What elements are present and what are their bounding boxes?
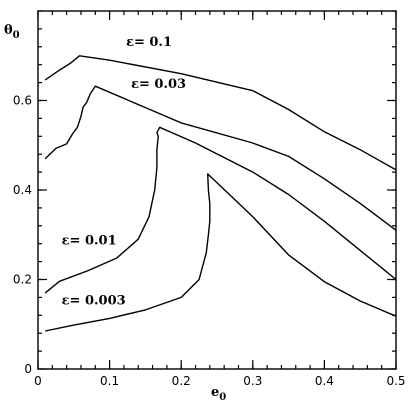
y-tick-label: 0.2: [13, 273, 32, 287]
series-curve-3: [44, 126, 397, 294]
x-tick-label: 0.1: [100, 374, 119, 388]
series-label-2: ε= 0.03: [131, 77, 186, 92]
x-tick-labels: 0 0.1 0.2 0.3 0.4 0.5: [34, 374, 405, 388]
y-tick-label: 0.4: [13, 183, 32, 197]
y-tick-label: 0: [24, 362, 32, 376]
series-labels: ε= 0.1 ε= 0.03 ε= 0.01 ε= 0.003: [62, 35, 186, 309]
x-tick-label: 0: [34, 374, 42, 388]
y-axis-label-subscript: 0: [13, 30, 20, 41]
series-label-1: ε= 0.1: [126, 35, 172, 50]
series-label-3: ε= 0.01: [62, 234, 117, 249]
x-tick-label: 0.4: [315, 374, 334, 388]
series-curves: [44, 55, 397, 332]
axis-ticks: [37, 10, 397, 370]
x-tick-label: 0.2: [172, 374, 191, 388]
x-tick-label: 0.5: [386, 374, 405, 388]
x-axis-label: e0: [211, 385, 226, 403]
series-curve-1: [44, 55, 397, 171]
x-axis-label-subscript: 0: [219, 392, 226, 403]
y-tick-label: 0.6: [13, 94, 32, 108]
y-axis-label: θ0: [4, 23, 20, 41]
y-tick-labels: 0 0.2 0.4 0.6: [13, 94, 32, 377]
series-curve-2: [44, 85, 397, 231]
series-label-4: ε= 0.003: [62, 294, 126, 309]
series-curve-4: [45, 173, 397, 332]
x-tick-label: 0.3: [243, 374, 262, 388]
plot-frame: [37, 10, 397, 370]
